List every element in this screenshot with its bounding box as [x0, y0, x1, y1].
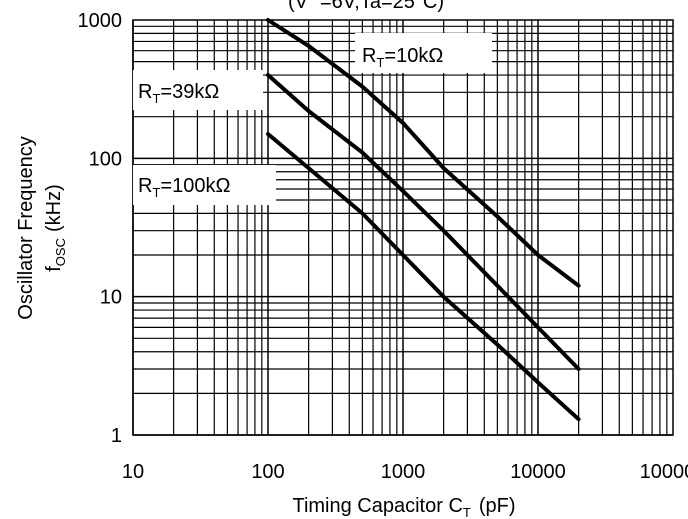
y-axis-label-line2: fOSC (kHz) [43, 184, 68, 272]
x-tick-label: 1000 [381, 461, 426, 483]
series-label-10k-sub: T [376, 55, 384, 70]
y-axis-label-line1-wrap: Oscillator Frequency [15, 136, 37, 319]
y-axis-label-f: f [43, 266, 65, 272]
x-tick-labels: 10 100 1000 10000 100000 [122, 461, 688, 483]
series-label-39k-sub: T [152, 91, 160, 106]
series-label-100k-main: R [138, 175, 152, 197]
series-label-100k: RT=100kΩ [133, 165, 276, 205]
series-line-2 [266, 132, 581, 422]
series-label-39k: RT=39kΩ [133, 70, 263, 110]
x-tick-label: 10000 [510, 461, 566, 483]
series-label-100k-text: RT=100kΩ [138, 175, 230, 200]
chart-title-start: (V [288, 0, 309, 13]
y-axis-label-unit: (kHz) [43, 184, 65, 232]
y-tick-labels: 1 10 100 1000 [78, 10, 123, 447]
x-tick-label: 100 [251, 461, 284, 483]
y-axis-label-line1: Oscillator Frequency [15, 136, 37, 319]
series-label-10k-box [355, 33, 492, 73]
y-tick-label: 1000 [78, 10, 123, 32]
series-label-100k-sub: T [152, 185, 160, 200]
series-label-39k-main: R [138, 81, 152, 103]
series-label-10k-text: RT=10kΩ [362, 45, 443, 70]
series-label-10k-main: R [362, 45, 376, 67]
series-label-39k-text: RT=39kΩ [138, 81, 219, 106]
x-axis-label-main: Timing Capacitor C [292, 495, 462, 517]
chart-title: (V =6V,Ta=25°C) [288, 0, 444, 13]
series-label-100k-value: =100kΩ [160, 175, 230, 197]
plot-frame [132, 19, 674, 436]
x-axis-label: Timing Capacitor CT (pF) [292, 495, 515, 519]
y-tick-label: 1 [111, 425, 122, 447]
x-axis-label-unit: (pF) [479, 495, 516, 517]
series-label-39k-value: =39kΩ [160, 81, 219, 103]
chart-title-rest: =6V,Ta=25°C) [320, 0, 444, 13]
x-axis-label-sub: T [463, 505, 471, 519]
series-group [266, 18, 581, 422]
series-label-100k-box [133, 165, 276, 205]
y-tick-label: 10 [100, 287, 122, 309]
series-label-39k-box [133, 70, 263, 110]
series-line-0 [266, 18, 581, 288]
series-label-10k-value: =10kΩ [384, 45, 443, 67]
series-line-1 [266, 73, 581, 371]
y-axis-label-line2-wrap: fOSC (kHz) [43, 184, 68, 272]
y-axis-label-sub: OSC [53, 238, 68, 266]
y-tick-label: 100 [89, 148, 122, 170]
x-tick-label: 10 [122, 461, 144, 483]
x-tick-label: 100000 [640, 461, 688, 483]
series-label-10k: RT=10kΩ [355, 33, 492, 73]
